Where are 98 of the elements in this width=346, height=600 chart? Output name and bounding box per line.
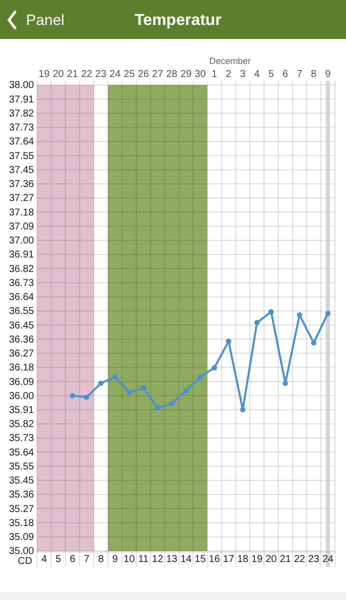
y-tick-label: 35.64 <box>8 447 34 458</box>
x-tick-label: 9 <box>325 69 332 80</box>
x2-tick-label: 15 <box>194 554 206 566</box>
x-tick-label: 24 <box>109 69 122 80</box>
y-tick-label: 35.73 <box>8 433 34 444</box>
x2-tick-label: 7 <box>84 554 90 566</box>
point <box>84 394 90 400</box>
y-tick-label: 37.45 <box>8 164 34 176</box>
x2-tick-label: 13 <box>166 554 178 566</box>
point <box>183 388 189 394</box>
x2-tick-label: 5 <box>56 554 62 566</box>
y-tick-label: 36.82 <box>8 264 34 275</box>
y-tick-label: 37.55 <box>8 150 34 162</box>
y-tick-label: 36.09 <box>8 376 34 388</box>
y-tick-label: 35.18 <box>8 518 34 529</box>
y-tick-label: 38.00 <box>8 80 34 92</box>
point <box>112 374 118 380</box>
text: December <box>209 56 251 66</box>
x2-tick-label: 24 <box>322 554 334 566</box>
x-tick-label: 22 <box>81 69 93 80</box>
chart-title: Temperatur <box>134 12 222 29</box>
x2-tick-label: 12 <box>152 554 164 566</box>
y-tick-label: 36.18 <box>8 362 34 374</box>
x-tick-label: 28 <box>166 69 178 80</box>
point <box>282 380 288 386</box>
x-tick-label: 8 <box>310 69 317 80</box>
x2-tick-label: 20 <box>266 554 278 566</box>
x2-tick-label: 16 <box>208 554 220 566</box>
x-tick-label: 23 <box>95 69 107 80</box>
point <box>268 309 274 314</box>
y-tick-label: 36.36 <box>8 334 34 346</box>
y-tick-label: 36.55 <box>8 306 34 318</box>
x-tick-label: 25 <box>124 69 136 80</box>
point <box>126 390 132 396</box>
y-tick-label: 37.09 <box>8 221 34 232</box>
point <box>70 393 76 398</box>
y-tick-label: 36.91 <box>8 250 34 261</box>
x2-tick-label: 19 <box>251 554 263 566</box>
y-tick-label: 37.82 <box>8 108 34 120</box>
y-tick-label: 36.45 <box>8 320 34 332</box>
y-tick-label: 35.55 <box>8 461 34 472</box>
point <box>154 405 160 411</box>
x-tick-label: 5 <box>268 69 274 80</box>
y-tick-label: 36.73 <box>8 278 34 289</box>
point <box>169 400 174 406</box>
y-tick-label: 37.27 <box>8 193 34 204</box>
x-tick-label: 21 <box>66 69 78 80</box>
y-tick-label: 35.09 <box>8 532 34 544</box>
y-tick-label: 37.18 <box>8 207 34 218</box>
x-tick-label: 20 <box>52 69 64 80</box>
x2-tick-label: 14 <box>180 554 192 566</box>
point <box>212 365 218 370</box>
point <box>198 374 203 380</box>
x-tick-label: 30 <box>194 69 206 80</box>
x-tick-label: 29 <box>180 69 192 80</box>
x2-tick-label: 4 <box>41 554 48 566</box>
x2-tick-label: 17 <box>223 554 235 566</box>
y-tick-label: 36.27 <box>8 348 34 360</box>
y-tick-label: 37.91 <box>8 94 34 106</box>
y-tick-label: 36.00 <box>8 390 34 402</box>
x-tick-label: 6 <box>282 69 289 80</box>
point <box>98 380 104 386</box>
y-tick-label: 37.73 <box>8 122 34 134</box>
x-tick-label: 7 <box>296 69 303 80</box>
text: Panel <box>26 12 64 29</box>
point <box>140 385 146 391</box>
x2-tick-label: 6 <box>70 554 76 566</box>
x2-tick-label: 8 <box>98 554 104 566</box>
y-tick-label: 37.36 <box>8 179 34 190</box>
x-tick-label: 27 <box>152 69 164 80</box>
y-tick-label: 35.91 <box>8 404 34 416</box>
x-tick-label: 1 <box>212 69 218 80</box>
y-tick-label: 35.00 <box>8 546 34 558</box>
point <box>226 338 232 344</box>
y-tick-label: 35.82 <box>8 419 34 430</box>
y-tick-label: 36.64 <box>8 292 34 304</box>
x-tick-label: 4 <box>254 69 260 80</box>
y-tick-label: 35.36 <box>8 490 34 501</box>
x-tick-label: 26 <box>138 69 150 80</box>
point <box>254 320 260 326</box>
y-tick-label: 35.45 <box>8 476 34 487</box>
y-tick-label: 37.64 <box>8 136 34 148</box>
x2-tick-label: 21 <box>280 554 292 566</box>
x2-tick-label: 10 <box>124 554 136 566</box>
point <box>325 310 331 316</box>
x2-tick-label: 22 <box>294 554 306 566</box>
y-tick-label: 35.27 <box>8 504 34 515</box>
point <box>311 340 316 346</box>
x2-tick-label: 9 <box>112 554 118 566</box>
x2-tick-label: 11 <box>138 554 150 566</box>
x-tick-label: 3 <box>240 69 246 80</box>
x-tick-label: 19 <box>38 69 50 80</box>
x2-tick-label: 18 <box>237 554 249 566</box>
y-tick-label: 37.00 <box>8 236 34 247</box>
point <box>240 407 246 412</box>
x2-tick-label: 23 <box>308 554 320 566</box>
x2-axis-title: CD <box>18 556 32 567</box>
x-tick-label: 2 <box>226 69 232 80</box>
